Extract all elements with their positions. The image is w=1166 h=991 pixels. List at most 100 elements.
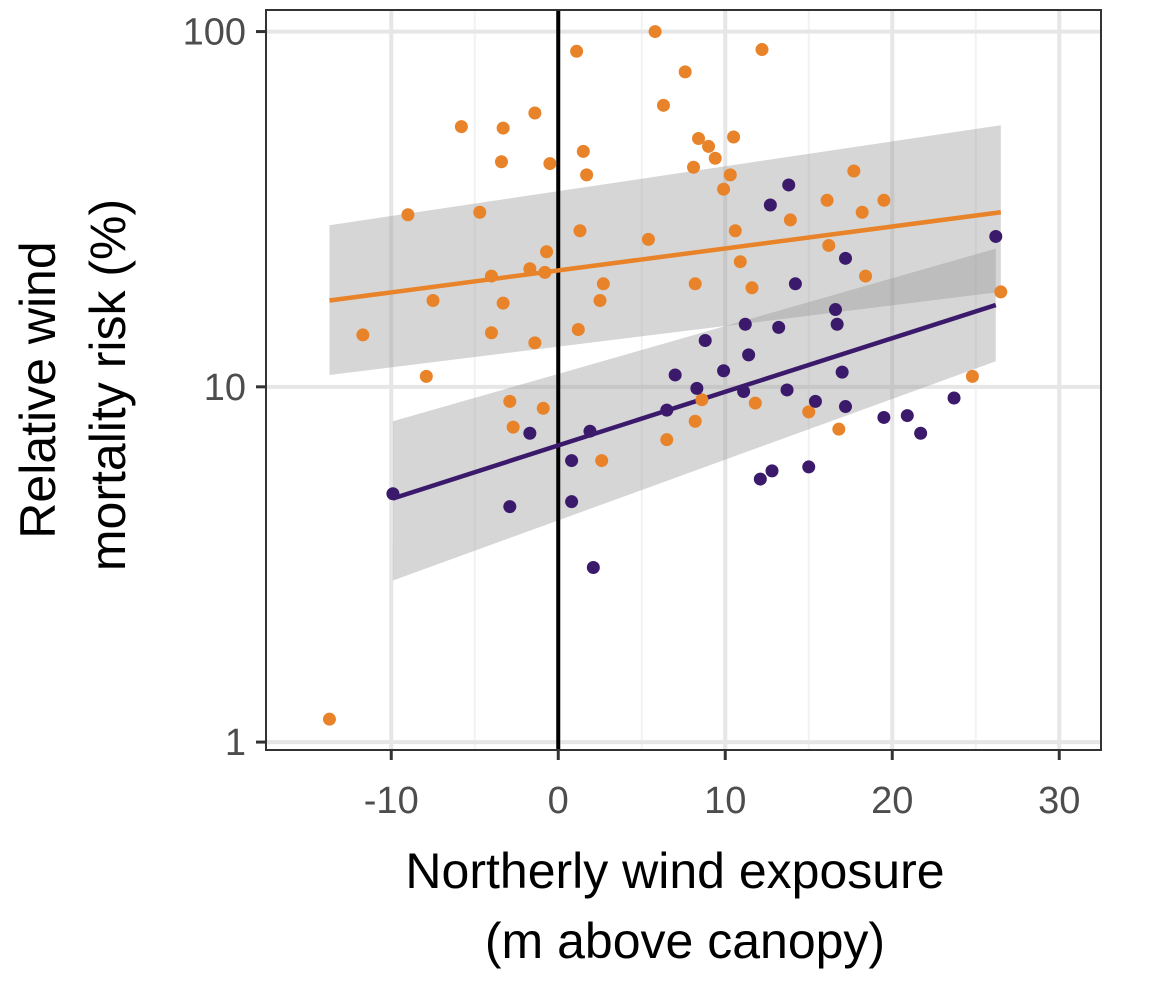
orange-data-point <box>802 405 816 419</box>
purple-data-point <box>668 368 682 382</box>
orange-data-point <box>528 106 542 120</box>
purple-data-point <box>802 460 816 474</box>
orange-data-point <box>702 139 716 153</box>
orange-data-point <box>496 121 510 135</box>
orange-data-point <box>641 232 655 246</box>
x-axis-title-line-1: Northerly wind exposure <box>405 843 944 899</box>
orange-data-point <box>748 396 762 410</box>
orange-data-point <box>401 208 415 222</box>
orange-data-point <box>540 245 554 259</box>
orange-data-point <box>695 393 709 407</box>
purple-data-point <box>503 500 517 514</box>
y-axis-title-line-1: Relative wind <box>10 241 66 538</box>
purple-data-point <box>565 454 579 468</box>
y-tick-label: 10 <box>204 367 246 409</box>
purple-data-point <box>808 394 822 408</box>
orange-data-point <box>723 168 737 182</box>
orange-data-point <box>484 269 498 283</box>
orange-data-point <box>687 160 701 174</box>
purple-data-point <box>838 251 852 265</box>
purple-data-point <box>565 495 579 509</box>
axes: -10 0 10 20 30 1 10 100 <box>183 12 1081 822</box>
orange-data-point <box>496 296 510 310</box>
purple-data-point <box>763 198 777 212</box>
orange-data-point <box>733 255 747 269</box>
orange-data-point <box>595 454 609 468</box>
orange-data-point <box>727 130 741 144</box>
orange-data-point <box>832 422 846 436</box>
orange-data-point <box>965 369 979 383</box>
purple-data-point <box>583 424 597 438</box>
purple-data-point <box>772 320 786 334</box>
y-tick-label: 1 <box>225 722 246 764</box>
purple-data-point <box>788 277 802 291</box>
orange-data-point <box>419 369 433 383</box>
orange-data-point <box>745 281 759 295</box>
x-tick-label: 0 <box>548 780 569 822</box>
x-axis-title-line-2: (m above canopy) <box>485 913 885 969</box>
purple-data-point <box>738 317 752 331</box>
purple-data-point <box>838 400 852 414</box>
purple-data-point <box>900 409 914 423</box>
orange-data-point <box>708 151 722 165</box>
purple-data-point <box>523 426 537 440</box>
orange-data-point <box>454 120 468 134</box>
purple-data-point <box>830 317 844 331</box>
purple-data-point <box>914 426 928 440</box>
purple-data-point <box>835 365 849 379</box>
orange-data-point <box>660 433 674 447</box>
orange-data-point <box>503 394 517 408</box>
orange-data-point <box>822 238 836 252</box>
orange-data-point <box>688 277 702 291</box>
orange-data-point <box>580 168 594 182</box>
orange-data-point <box>593 293 607 307</box>
orange-data-point <box>994 285 1008 299</box>
orange-data-point <box>356 328 370 342</box>
orange-data-point <box>648 25 662 39</box>
orange-data-point <box>755 43 769 57</box>
orange-data-point <box>717 182 731 196</box>
purple-data-point <box>698 334 712 348</box>
purple-trend-line <box>392 302 997 501</box>
x-tick-label: -10 <box>364 780 419 822</box>
orange-data-point <box>728 224 742 238</box>
plot-panel-border <box>265 9 1102 751</box>
purple-data-point <box>586 561 600 575</box>
x-tick-label: 30 <box>1038 780 1080 822</box>
orange-data-point <box>678 65 692 79</box>
orange-trend-line <box>329 210 1002 303</box>
y-tick-label: 100 <box>183 12 246 54</box>
purple-data-point <box>717 364 731 378</box>
y-axis-title-line-2: mortality risk (%) <box>80 199 136 571</box>
purple-data-point <box>753 472 767 486</box>
x-tick-label: 20 <box>871 780 913 822</box>
purple-data-point <box>765 464 779 478</box>
orange-data-point <box>692 132 706 146</box>
x-tick-label: 10 <box>704 780 746 822</box>
orange-data-point <box>656 98 670 112</box>
purple-data-point <box>947 391 961 405</box>
orange-data-point <box>688 414 702 428</box>
orange-data-point <box>484 326 498 340</box>
orange-data-point <box>570 44 584 58</box>
purple-data-point <box>877 410 891 424</box>
orange-data-point <box>538 265 552 279</box>
orange-data-point <box>571 322 585 336</box>
purple-data-point <box>386 487 400 501</box>
orange-data-point <box>506 420 520 434</box>
purple-data-point <box>782 178 796 192</box>
orange-data-point <box>523 262 537 276</box>
orange-data-point <box>855 205 869 219</box>
purple-data-point <box>828 303 842 317</box>
data-points <box>322 25 1008 726</box>
trend-lines <box>329 210 1002 501</box>
orange-data-point <box>473 205 487 219</box>
orange-data-point <box>528 336 542 350</box>
orange-data-point <box>536 401 550 415</box>
orange-data-point <box>820 193 834 207</box>
purple-confidence-band <box>392 248 996 581</box>
orange-data-point <box>543 157 557 171</box>
purple-data-point <box>737 385 751 399</box>
